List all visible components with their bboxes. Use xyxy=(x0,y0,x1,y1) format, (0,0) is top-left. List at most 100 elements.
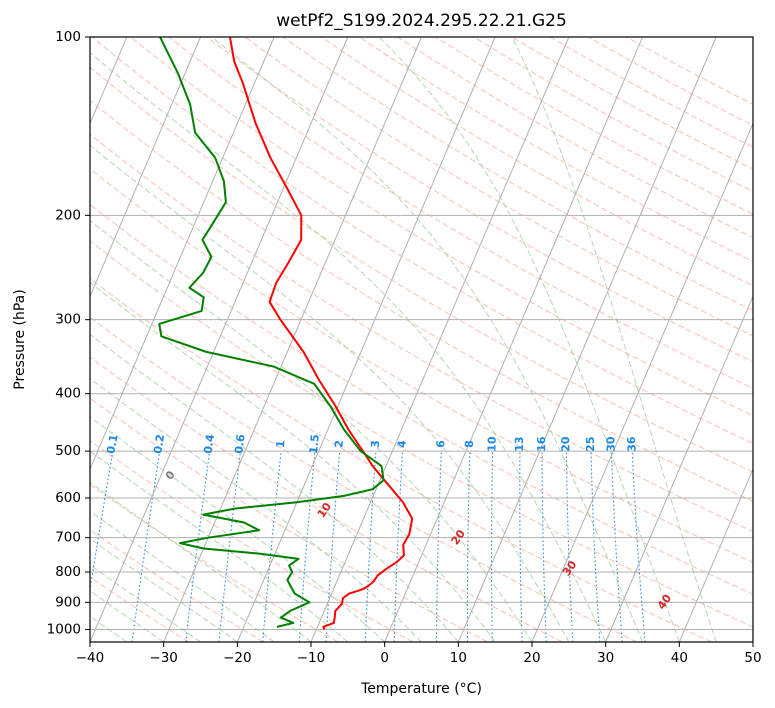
mixing-ratio-label: 25 xyxy=(584,436,597,452)
isotherm-line xyxy=(605,295,753,642)
isotherm-line xyxy=(531,122,753,642)
x-tick-label: 30 xyxy=(597,650,614,666)
dry-adiabat-line xyxy=(90,240,753,628)
x-tick-label: 40 xyxy=(671,650,688,666)
mixing-ratio-label: 1 xyxy=(274,440,288,449)
plot-border xyxy=(89,36,754,643)
plot-frame xyxy=(89,36,754,643)
y-tick-label: 1000 xyxy=(47,621,81,637)
moist-adiabat-line xyxy=(511,37,717,642)
plot-background xyxy=(90,37,753,642)
profile-lines xyxy=(158,37,414,630)
y-tick-label: 700 xyxy=(55,530,81,546)
dry-adiabat-line xyxy=(168,37,753,389)
mixing-ratio-line xyxy=(218,451,242,642)
dry-adiabat-line xyxy=(549,37,753,148)
dry-adiabat-line xyxy=(435,37,753,215)
mixing-ratio-label: 0.2 xyxy=(151,433,167,454)
mixing-ratio-label: 16 xyxy=(535,436,548,452)
x-tick-label: 50 xyxy=(744,650,761,666)
mixing-ratio-label: 8 xyxy=(463,440,476,448)
isotherm-line xyxy=(384,37,643,642)
y-axis-label: Pressure (hPa) xyxy=(12,289,28,389)
x-tick-label: −30 xyxy=(149,650,178,666)
moist-adiabat-line xyxy=(90,416,386,642)
mixing-ratio-label: 4 xyxy=(395,440,408,449)
mixing-ratio-label: 6 xyxy=(434,440,447,449)
moist-adiabat-line xyxy=(90,52,607,642)
mixing-ratio-label: 2 xyxy=(332,440,346,449)
dry-adiabat-line xyxy=(473,37,753,193)
mixing-ratio-label: 0.6 xyxy=(232,433,247,454)
isotherm-line xyxy=(90,37,275,471)
isotherm-line xyxy=(236,37,496,642)
isotherm-line xyxy=(90,37,349,642)
dewpoint-profile-line xyxy=(158,37,385,628)
mixing-ratio-line xyxy=(90,451,114,594)
x-tick-label: 10 xyxy=(450,650,467,666)
dry-adiabat-line xyxy=(91,37,753,445)
mixing-ratio-label: 13 xyxy=(513,436,526,451)
moist-adiabat-line xyxy=(90,481,312,642)
dry-adiabat-line xyxy=(90,316,638,642)
mixing-ratio-label: 20 xyxy=(559,436,572,452)
moist-adiabat-line xyxy=(90,510,275,642)
moist-adiabat-line xyxy=(211,37,643,642)
x-tick-label: 20 xyxy=(523,650,540,666)
x-tick-label: 0 xyxy=(380,650,389,666)
dry-adiabat-line xyxy=(90,133,753,533)
y-tick-label: 500 xyxy=(55,443,81,459)
moist-adiabat-line xyxy=(90,333,459,642)
mixing-ratio-line xyxy=(262,451,282,642)
isotherm-line xyxy=(678,467,753,642)
y-tick-label: 900 xyxy=(55,594,81,610)
dry-adiabat-line xyxy=(282,37,753,312)
y-tick-label: 400 xyxy=(55,386,81,402)
isotherm-line xyxy=(310,37,570,642)
mixing-ratio-label: 0.1 xyxy=(104,433,120,454)
mixing-ratio-line xyxy=(185,451,211,642)
dry-adiabat-line xyxy=(90,66,753,473)
isotherm-line xyxy=(163,37,422,642)
mixing-ratio-label: 1.5 xyxy=(307,434,322,455)
dry-adiabat-line xyxy=(90,278,712,642)
moist-adiabat-line xyxy=(90,564,201,642)
x-tick-label: −40 xyxy=(76,650,105,666)
y-tick-label: 600 xyxy=(55,490,81,506)
dry-adiabat-line xyxy=(90,483,339,642)
mixing-ratio-label: 0.4 xyxy=(201,433,217,454)
y-axis: 100 200 300 400 500 600 700 800 900 1000 xyxy=(47,29,90,637)
dry-adiabat-line xyxy=(206,37,753,363)
x-axis: −40 −30 −20 −10 0 10 20 30 40 50 xyxy=(76,642,762,666)
mixing-ratio-label: 10 xyxy=(485,436,498,452)
line-labels: -100-90-80-70-60-50-40-30-20-100.10.20.4… xyxy=(25,433,674,612)
moist-adiabat-line xyxy=(90,220,533,642)
moist-adiabat-line xyxy=(90,377,422,642)
pressure-gridlines xyxy=(90,37,753,630)
mixing-ratio-line xyxy=(298,451,316,642)
y-tick-label: 300 xyxy=(55,312,81,328)
dry-adiabat-line xyxy=(90,440,414,642)
chart-title: wetPf2_S199.2024.295.22.21.G25 xyxy=(276,11,567,31)
isotherm-line xyxy=(752,640,753,642)
y-tick-label: 200 xyxy=(55,207,81,223)
y-tick-label: 100 xyxy=(55,29,81,45)
dry-adiabat-line xyxy=(320,37,753,287)
x-axis-label: Temperature (°C) xyxy=(360,681,482,697)
moist-adiabat-line xyxy=(90,590,164,642)
isotherms xyxy=(90,37,753,642)
dry-adiabat-label: -10 xyxy=(25,435,49,458)
isotherm-line xyxy=(457,37,717,642)
plot-face xyxy=(90,37,753,642)
y-tick-label: 800 xyxy=(55,564,81,580)
mixing-ratio-label: 3 xyxy=(369,440,383,449)
dry-adiabat-line xyxy=(130,37,753,417)
mixing-ratio-label: 36 xyxy=(625,436,639,452)
temperature-profile-line xyxy=(228,37,414,630)
moist-adiabat-line xyxy=(90,281,496,642)
moist-adiabat-line xyxy=(378,37,680,642)
moist-adiabat-line xyxy=(90,537,238,642)
moist-adiabat-line xyxy=(90,144,570,642)
moist-adiabat-line xyxy=(90,450,349,642)
